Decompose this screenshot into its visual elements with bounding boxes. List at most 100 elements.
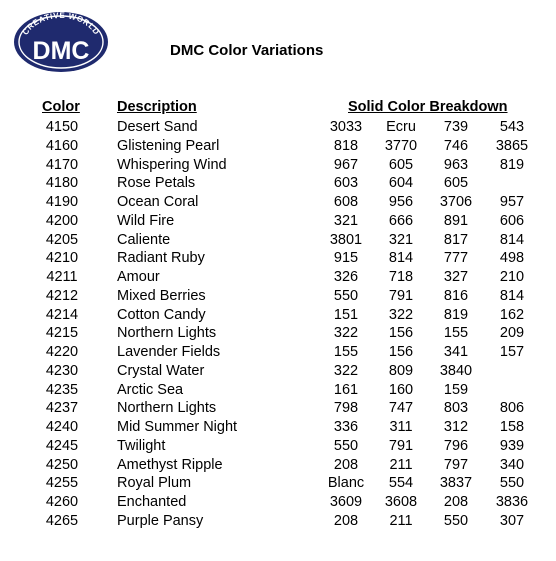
solid-color-3: 777: [443, 250, 469, 267]
table-row: 4205 Caliente 3801 321 817 814: [0, 231, 556, 250]
solid-color-1: 326: [333, 269, 359, 285]
solid-color-2: 3608: [384, 494, 418, 510]
table-row: 4237 Northern Lights 798 747 803 806: [0, 399, 556, 418]
solid-color-2: 791: [388, 287, 414, 304]
solid-color-2: 322: [388, 306, 414, 323]
solid-color-1: 915: [333, 250, 359, 267]
solid-color-1: 208: [333, 512, 359, 529]
solid-color-2: 3770: [384, 137, 418, 154]
solid-color-2: 791: [388, 437, 414, 454]
table-row: 4240 Mid Summer Night 336 311 312 158: [0, 418, 556, 437]
table-row: 4210 Radiant Ruby 915 814 777 498: [0, 249, 556, 268]
solid-color-3: 739: [443, 119, 469, 135]
solid-color-4: 819: [499, 156, 525, 173]
color-description: Whispering Wind: [117, 156, 227, 173]
color-code: 4235: [45, 381, 79, 398]
solid-color-3: 341: [443, 344, 469, 360]
header-solid-color-breakdown: Solid Color Breakdown: [348, 99, 508, 115]
solid-color-2: 156: [388, 325, 414, 342]
table-row: 4215 Northern Lights 322 156 155 209: [0, 324, 556, 343]
color-description: Crystal Water: [117, 362, 205, 379]
color-code: 4240: [45, 419, 79, 435]
solid-color-3: 327: [443, 269, 469, 285]
solid-color-4: 158: [499, 419, 525, 435]
solid-color-1: 3801: [329, 231, 363, 248]
table-row: 4260 Enchanted 3609 3608 208 3836: [0, 493, 556, 512]
color-description: Royal Plum: [117, 475, 192, 492]
solid-color-3: 208: [443, 494, 469, 510]
solid-color-2: 211: [389, 512, 413, 529]
color-code: 4250: [45, 456, 79, 473]
table-row: 4235 Arctic Sea 161 160 159: [0, 381, 556, 400]
color-description: Ocean Coral: [117, 194, 199, 210]
color-code: 4210: [45, 250, 79, 267]
table-row: 4265 Purple Pansy 208 211 550 307: [0, 512, 556, 531]
solid-color-1: 550: [333, 287, 359, 304]
color-description: Northern Lights: [117, 325, 217, 342]
solid-color-2: 156: [388, 344, 414, 360]
solid-color-1: 967: [333, 156, 359, 173]
solid-color-1: 3609: [329, 494, 363, 510]
color-description: Mixed Berries: [117, 287, 206, 304]
table-row: 4212 Mixed Berries 550 791 816 814: [0, 287, 556, 306]
logo-wordmark: DMC: [33, 37, 90, 65]
solid-color-2: 747: [388, 400, 414, 417]
solid-color-1: 550: [333, 437, 359, 454]
table-row: 4180 Rose Petals 603 604 605: [0, 174, 556, 193]
solid-color-4: 157: [499, 344, 525, 360]
color-description: Twilight: [117, 437, 166, 454]
color-description: Purple Pansy: [117, 512, 204, 529]
solid-color-2: 321: [388, 231, 414, 248]
color-description: Arctic Sea: [117, 381, 184, 398]
solid-color-2: 814: [388, 250, 414, 267]
table-row: 4160 Glistening Pearl 818 3770 746 3865: [0, 137, 556, 156]
solid-color-4: 806: [499, 400, 525, 417]
table-row: 4214 Cotton Candy 151 322 819 162: [0, 306, 556, 325]
solid-color-1: 603: [333, 175, 359, 192]
solid-color-4: 606: [499, 212, 525, 229]
solid-color-4: 939: [499, 437, 525, 454]
solid-color-2: 809: [388, 362, 414, 379]
color-description: Mid Summer Night: [117, 419, 238, 435]
color-code: 4230: [45, 362, 79, 379]
solid-color-4: 162: [499, 306, 525, 323]
solid-color-3: 803: [443, 400, 469, 417]
table-row: 4245 Twilight 550 791 796 939: [0, 437, 556, 456]
solid-color-1: 322: [333, 362, 359, 379]
solid-color-2: Ecru: [386, 119, 416, 135]
page-title: DMC Color Variations: [170, 42, 324, 59]
solid-color-2: 956: [388, 194, 414, 210]
solid-color-1: 798: [333, 400, 359, 417]
solid-color-4: 957: [499, 194, 525, 210]
color-code: 4214: [45, 306, 79, 323]
color-code: 4245: [45, 437, 79, 454]
header-color: Color: [42, 99, 80, 115]
solid-color-3: 550: [443, 512, 469, 529]
solid-color-3: 816: [443, 287, 469, 304]
solid-color-3: 159: [443, 381, 469, 398]
solid-color-4: 498: [499, 250, 525, 267]
color-code: 4190: [45, 194, 79, 210]
solid-color-3: 797: [443, 456, 469, 473]
solid-color-4: 543: [499, 119, 525, 135]
dmc-logo: CREATIVE WORLD DMC: [14, 11, 108, 72]
solid-color-1: 321: [333, 212, 359, 229]
solid-color-1: 151: [333, 306, 359, 323]
solid-color-4: 3836: [495, 494, 529, 510]
solid-color-4: 340: [499, 456, 525, 473]
color-description: Radiant Ruby: [117, 250, 205, 267]
color-description: Enchanted: [117, 494, 187, 510]
color-description: Wild Fire: [117, 212, 175, 229]
solid-color-3: 155: [443, 325, 469, 342]
solid-color-4: 550: [499, 475, 525, 492]
color-code: 4160: [45, 137, 79, 154]
table-row: 4230 Crystal Water 322 809 3840: [0, 362, 556, 381]
table-row: 4211 Amour 326 718 327 210: [0, 268, 556, 287]
color-code: 4237: [45, 400, 79, 417]
solid-color-2: 604: [388, 175, 414, 192]
color-code: 4212: [45, 287, 79, 304]
solid-color-4: 814: [499, 231, 525, 248]
solid-color-2: 554: [388, 475, 414, 492]
solid-color-3: 3840: [439, 362, 473, 379]
solid-color-3: 312: [443, 419, 469, 435]
